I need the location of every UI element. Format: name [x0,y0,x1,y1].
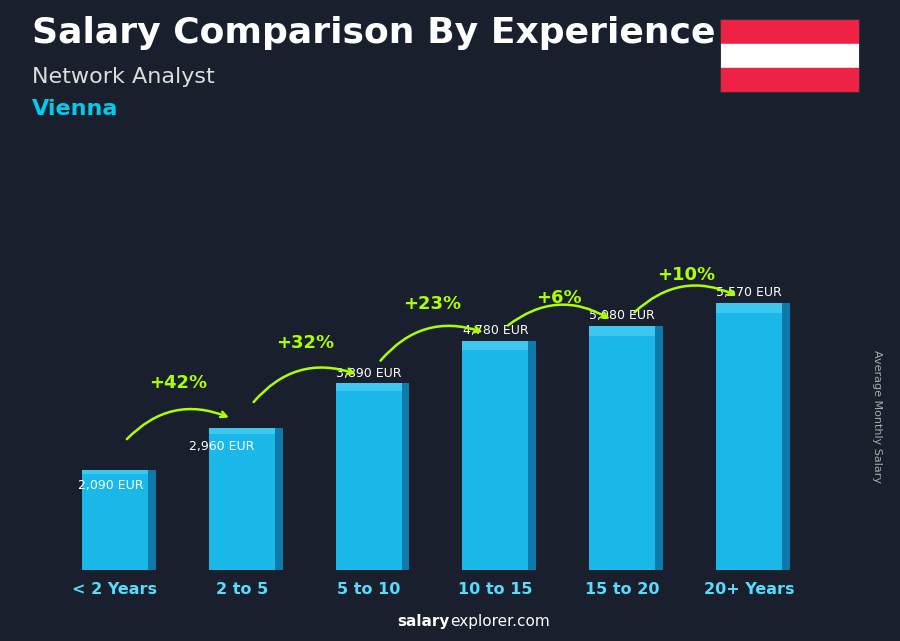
Text: 4,780 EUR: 4,780 EUR [463,324,528,337]
Text: salary: salary [398,615,450,629]
Bar [720,44,859,69]
Bar [209,428,274,434]
Bar [336,383,401,570]
Text: 5,570 EUR: 5,570 EUR [716,286,782,299]
Bar [82,470,148,474]
Bar [716,303,782,313]
Text: +32%: +32% [276,334,334,352]
Bar [720,19,859,44]
Bar [82,470,148,570]
Bar [782,303,790,570]
Text: 2,960 EUR: 2,960 EUR [189,440,255,453]
Bar [274,428,283,570]
Text: +23%: +23% [403,295,461,313]
Text: +6%: +6% [536,289,581,307]
Bar [463,340,528,570]
Text: 2,090 EUR: 2,090 EUR [78,479,144,492]
Text: Average Monthly Salary: Average Monthly Salary [872,350,883,483]
Text: explorer.com: explorer.com [450,615,550,629]
Bar [655,326,663,570]
Bar [148,470,156,570]
Bar [590,326,655,570]
Bar [401,383,410,570]
Text: Salary Comparison By Experience: Salary Comparison By Experience [32,16,715,50]
Bar [720,69,859,93]
Bar [336,383,401,391]
Bar [463,340,528,350]
Text: +42%: +42% [149,374,207,392]
Text: Vienna: Vienna [32,99,118,119]
Text: +10%: +10% [657,267,715,285]
Bar [716,303,782,570]
Bar [590,326,655,336]
Text: Network Analyst: Network Analyst [32,67,214,87]
Bar [209,428,274,570]
Text: 3,890 EUR: 3,890 EUR [336,367,401,379]
Bar [528,340,536,570]
Text: 5,080 EUR: 5,080 EUR [590,310,655,322]
